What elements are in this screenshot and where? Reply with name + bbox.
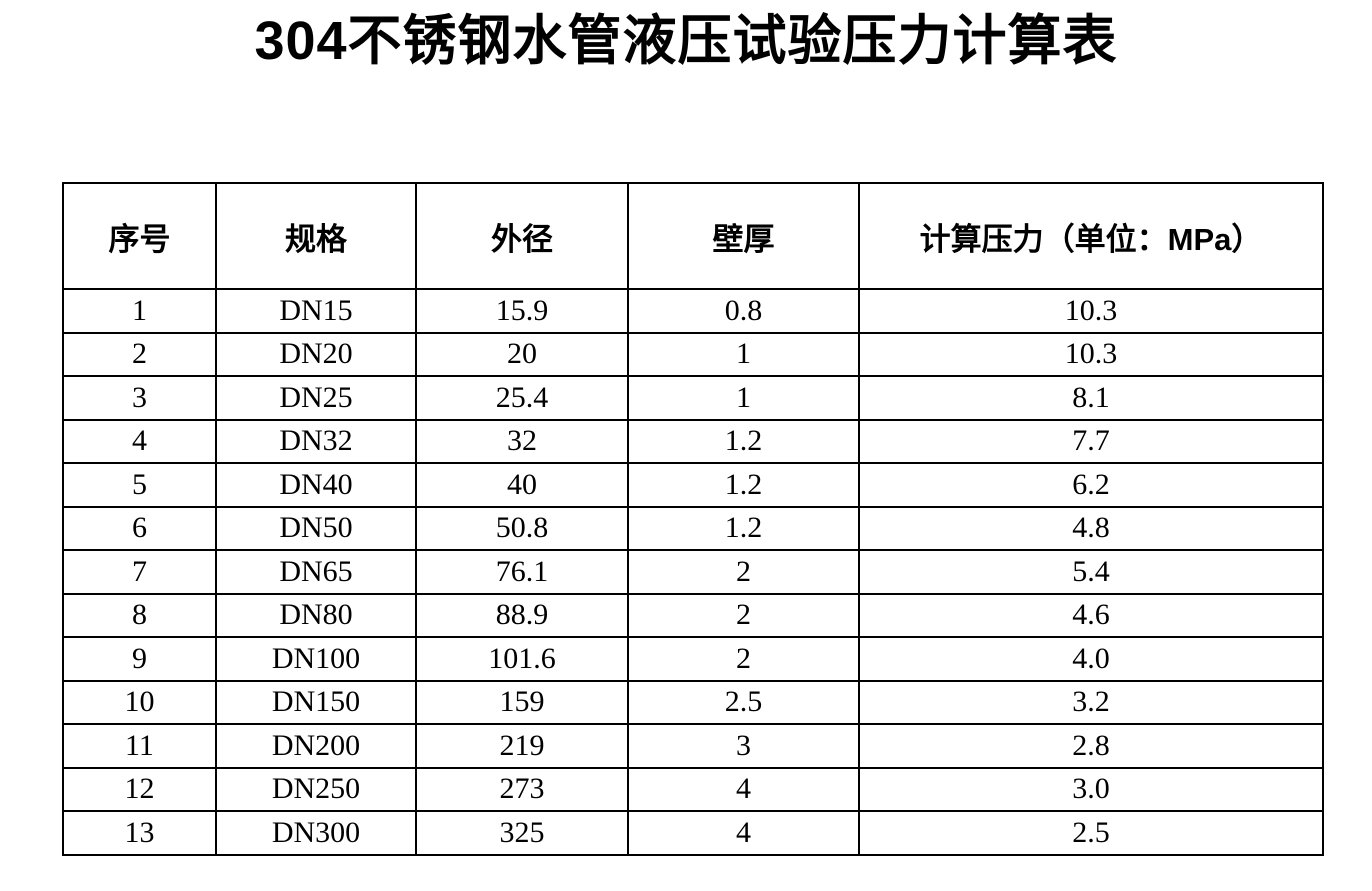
table-cell: DN65 — [215, 549, 417, 595]
table-cell: DN100 — [215, 636, 417, 682]
table-cell: 15.9 — [415, 288, 629, 334]
pressure-calc-table: 序号 规格 外径 壁厚 计算压力（单位：MPa） 1 DN15 15.9 0.8 10.… — [62, 182, 1324, 856]
table-cell: 9 — [62, 636, 217, 682]
table-cell: 3.2 — [858, 679, 1324, 725]
table-row: 6 DN50 50.8 1.2 4.8 — [62, 505, 1324, 551]
table-row: 5 DN40 40 1.2 6.2 — [62, 462, 1324, 508]
table-cell: 2 — [627, 592, 860, 638]
table-cell: 20 — [415, 331, 629, 377]
table-row: 12 DN250 273 4 3.0 — [62, 766, 1324, 812]
table-cell: DN20 — [215, 331, 417, 377]
header-cell-outer-diameter: 外径 — [415, 182, 629, 290]
page-title: 304不锈钢水管液压试验压力计算表 — [254, 11, 1118, 71]
header-cell-wall-thickness: 壁厚 — [627, 182, 860, 290]
table-cell: 11 — [62, 723, 217, 769]
table-row: 4 DN32 32 1.2 7.7 — [62, 418, 1324, 464]
table-cell: 10 — [62, 679, 217, 725]
table-cell: 6.2 — [858, 462, 1324, 508]
table-cell: 8.1 — [858, 375, 1324, 421]
table-cell: 32 — [415, 418, 629, 464]
table-cell: 10.3 — [858, 331, 1324, 377]
table-cell: 2.5 — [627, 679, 860, 725]
table-cell: 88.9 — [415, 592, 629, 638]
table-cell: 40 — [415, 462, 629, 508]
table-cell: 76.1 — [415, 549, 629, 595]
table-cell: 273 — [415, 766, 629, 812]
table-cell: 1 — [627, 331, 860, 377]
table-cell: 1 — [62, 288, 217, 334]
table-cell: DN40 — [215, 462, 417, 508]
table-row: 2 DN20 20 1 10.3 — [62, 331, 1324, 377]
table-cell: 1 — [627, 375, 860, 421]
table-row: 11 DN200 219 3 2.8 — [62, 723, 1324, 769]
table-cell: DN15 — [215, 288, 417, 334]
table-cell: 2 — [627, 636, 860, 682]
table-cell: DN32 — [215, 418, 417, 464]
table-cell: 4.8 — [858, 505, 1324, 551]
table-cell: DN200 — [215, 723, 417, 769]
table-body: 1 DN15 15.9 0.8 10.3 2 DN20 20 1 10.3 3 DN25 25.4 1 8.… — [62, 288, 1324, 856]
table-cell: 1.2 — [627, 418, 860, 464]
table-cell: 10.3 — [858, 288, 1324, 334]
table-cell: 25.4 — [415, 375, 629, 421]
table-cell: 3 — [62, 375, 217, 421]
table-cell: 2 — [62, 331, 217, 377]
table-row: 9 DN100 101.6 2 4.0 — [62, 636, 1324, 682]
table-cell: 219 — [415, 723, 629, 769]
table-cell: 4.6 — [858, 592, 1324, 638]
table-row: 10 DN150 159 2.5 3.2 — [62, 679, 1324, 725]
table-cell: 6 — [62, 505, 217, 551]
table-cell: 5 — [62, 462, 217, 508]
table-row: 3 DN25 25.4 1 8.1 — [62, 375, 1324, 421]
table-cell: 2.5 — [858, 810, 1324, 856]
table-cell: DN300 — [215, 810, 417, 856]
table-row: 13 DN300 325 4 2.5 — [62, 810, 1324, 856]
table-cell: 13 — [62, 810, 217, 856]
table-cell: 3.0 — [858, 766, 1324, 812]
table-cell: 5.4 — [858, 549, 1324, 595]
table-cell: 4 — [627, 810, 860, 856]
table-cell: 2.8 — [858, 723, 1324, 769]
table-cell: 8 — [62, 592, 217, 638]
header-cell-calc-pressure: 计算压力（单位：MPa） — [858, 182, 1324, 290]
table-cell: 12 — [62, 766, 217, 812]
header-cell-index: 序号 — [62, 182, 217, 290]
table-cell: DN150 — [215, 679, 417, 725]
table-row: 7 DN65 76.1 2 5.4 — [62, 549, 1324, 595]
table-cell: DN250 — [215, 766, 417, 812]
table-cell: 101.6 — [415, 636, 629, 682]
table-cell: 1.2 — [627, 462, 860, 508]
table-cell: 50.8 — [415, 505, 629, 551]
table-cell: 3 — [627, 723, 860, 769]
table-header-row: 序号 规格 外径 壁厚 计算压力（单位：MPa） — [62, 182, 1324, 290]
table-row: 8 DN80 88.9 2 4.6 — [62, 592, 1324, 638]
table-cell: DN25 — [215, 375, 417, 421]
table-cell: 2 — [627, 549, 860, 595]
table-cell: DN80 — [215, 592, 417, 638]
table-cell: 4.0 — [858, 636, 1324, 682]
table-cell: 7.7 — [858, 418, 1324, 464]
table-cell: 159 — [415, 679, 629, 725]
table-cell: 4 — [62, 418, 217, 464]
table-cell: 1.2 — [627, 505, 860, 551]
table-cell: 325 — [415, 810, 629, 856]
table-cell: DN50 — [215, 505, 417, 551]
table-cell: 7 — [62, 549, 217, 595]
table-cell: 0.8 — [627, 288, 860, 334]
table-row: 1 DN15 15.9 0.8 10.3 — [62, 288, 1324, 334]
header-cell-spec: 规格 — [215, 182, 417, 290]
table-cell: 4 — [627, 766, 860, 812]
